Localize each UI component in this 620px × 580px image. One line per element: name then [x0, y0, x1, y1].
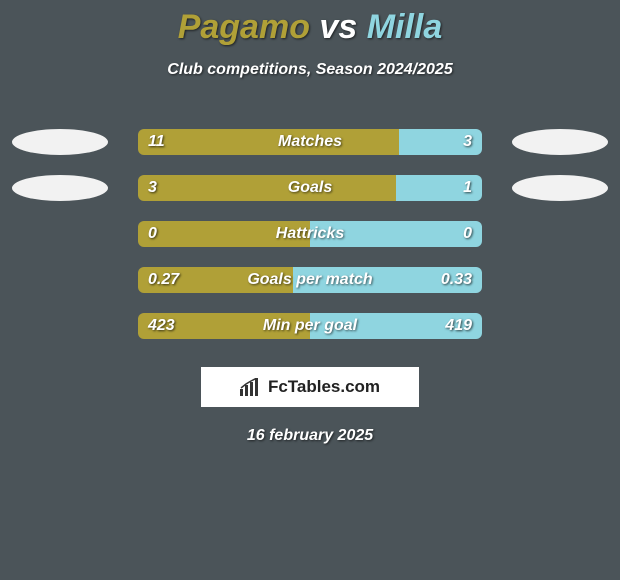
brand-text: FcTables.com	[268, 377, 380, 397]
stat-value-right: 419	[445, 317, 472, 335]
stat-value-left: 11	[148, 133, 165, 151]
chart-icon	[240, 378, 262, 396]
stat-value-right: 0.33	[441, 271, 472, 289]
player-marker-right	[512, 129, 608, 155]
page-title: Pagamo vs Milla	[0, 0, 620, 47]
stat-bar-left	[138, 129, 399, 155]
stat-label: Min per goal	[263, 317, 357, 335]
stat-value-left: 0	[148, 225, 157, 243]
stat-row: 3 1 Goals	[0, 165, 620, 211]
stat-label: Goals	[288, 179, 332, 197]
title-vs: vs	[319, 8, 357, 46]
stat-row: 11 3 Matches	[0, 119, 620, 165]
stat-value-right: 0	[463, 225, 472, 243]
player-marker-left	[12, 175, 108, 201]
title-left: Pagamo	[178, 8, 310, 46]
comparison-infographic: Pagamo vs Milla Club competitions, Seaso…	[0, 0, 620, 580]
stat-label: Matches	[278, 133, 342, 151]
stat-bar: 3 1 Goals	[138, 175, 482, 201]
stat-value-left: 423	[148, 317, 175, 335]
stat-label: Goals per match	[247, 271, 372, 289]
brand-box: FcTables.com	[201, 367, 419, 407]
stat-value-right: 3	[463, 133, 472, 151]
title-right: Milla	[367, 8, 443, 46]
stat-rows: 11 3 Matches 3 1 Goals 0 0 Hattricks 0.27 0.33 Goal…	[0, 119, 620, 349]
stat-row: 0 0 Hattricks	[0, 211, 620, 257]
stat-label: Hattricks	[276, 225, 344, 243]
stat-value-left: 0.27	[148, 271, 179, 289]
stat-value-left: 3	[148, 179, 157, 197]
stat-row: 0.27 0.33 Goals per match	[0, 257, 620, 303]
stat-bar: 0 0 Hattricks	[138, 221, 482, 247]
date-text: 16 february 2025	[0, 427, 620, 445]
subtitle: Club competitions, Season 2024/2025	[0, 61, 620, 79]
player-marker-right	[512, 175, 608, 201]
stat-row: 423 419 Min per goal	[0, 303, 620, 349]
stat-bar-left	[138, 175, 396, 201]
player-marker-left	[12, 129, 108, 155]
stat-bar: 423 419 Min per goal	[138, 313, 482, 339]
stat-bar: 0.27 0.33 Goals per match	[138, 267, 482, 293]
stat-bar: 11 3 Matches	[138, 129, 482, 155]
stat-value-right: 1	[463, 179, 472, 197]
